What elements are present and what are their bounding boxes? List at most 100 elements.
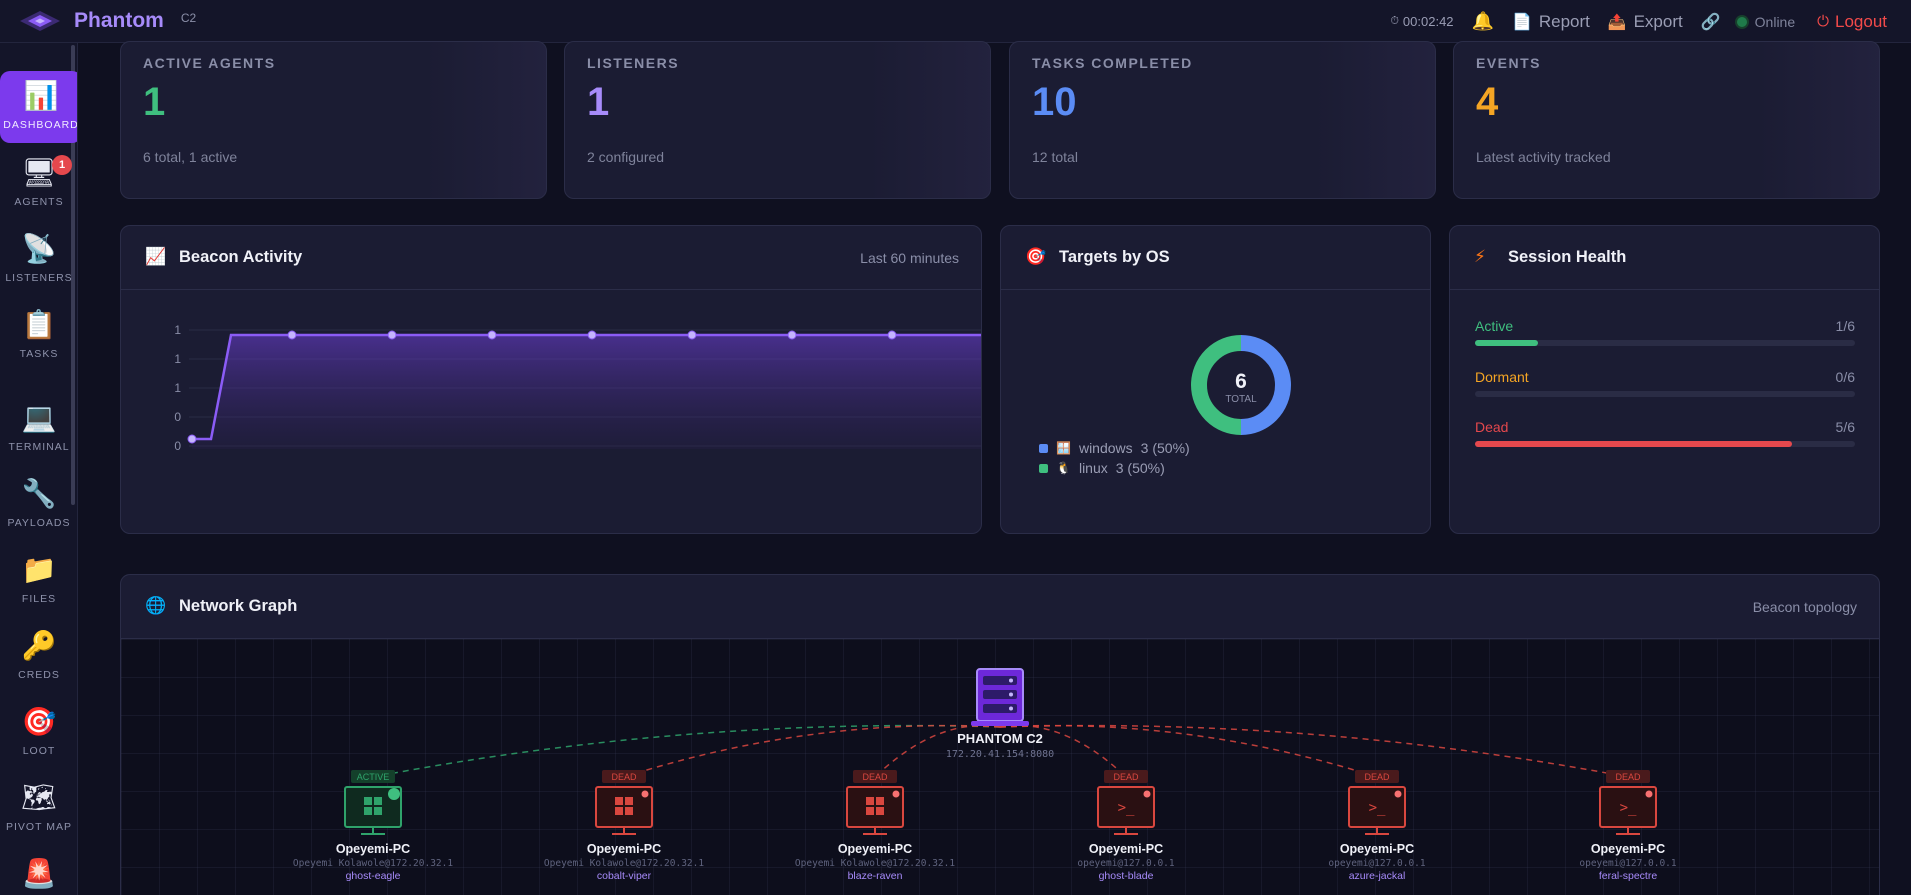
brand[interactable]: Phantom C2: [18, 8, 196, 34]
globe-icon: 🌐: [145, 596, 167, 615]
clipboard-icon: 📋: [21, 309, 57, 340]
panel-title: Beacon Activity: [179, 248, 303, 266]
sidebar-item-creds[interactable]: 🔑 CREDS: [18, 630, 60, 681]
sidebar-item-alerts[interactable]: 🚨: [0, 849, 77, 895]
status-tag-bg: [1355, 770, 1399, 783]
windows-logo-icon: [615, 797, 623, 805]
windows-logo-icon: [625, 797, 633, 805]
agent-status-tag: DEAD: [1364, 772, 1390, 782]
chart-icon: 📊: [23, 80, 59, 111]
y-tick-label: 1: [174, 352, 181, 366]
monitor-icon: 🖥: [21, 157, 57, 188]
agent-status-dot: [641, 790, 649, 798]
windows-logo-icon: [625, 807, 633, 815]
stat-subtext: 2 configured: [587, 149, 665, 165]
os-slice-windows[interactable]: [1240, 335, 1291, 435]
status-tag-bg: [351, 770, 395, 783]
terminal-prompt-icon: >_: [1118, 800, 1135, 816]
beacon-link: [623, 724, 1001, 778]
agent-status-tag: DEAD: [1113, 772, 1139, 782]
beacon-data-point[interactable]: [687, 330, 697, 340]
sidebar-item-agents[interactable]: 🖥 AGENTS 1: [0, 148, 77, 220]
panel-title: Session Health: [1508, 248, 1627, 266]
beacon-data-point[interactable]: [487, 330, 497, 340]
health-label: Active: [1475, 318, 1514, 334]
power-icon: ⏻: [1817, 13, 1829, 30]
legend-value: 3 (50%): [1115, 460, 1165, 476]
agent-hostname: Opeyemi-PC: [838, 842, 912, 856]
sidebar-scrollbar[interactable]: [71, 45, 75, 505]
sidebar-item-listeners[interactable]: 📡 LISTENERS: [5, 233, 73, 284]
topology-label: Beacon topology: [1752, 599, 1857, 615]
agent-status-dot: [388, 788, 400, 800]
y-tick-label: 0: [174, 439, 181, 453]
windows-logo-icon: [876, 797, 884, 805]
agent-node[interactable]: ACTIVE Opeyemi-PC Opeyemi Kolawole@172.20.…: [293, 770, 453, 882]
sidebar-item-loot[interactable]: 🎯 LOOT: [21, 706, 57, 757]
panel-header: 🌐 Network Graph Beacon topology: [121, 575, 1879, 639]
lightning-icon: ⚡: [1474, 247, 1486, 266]
panel-header: 📈 Beacon Activity Last 60 minutes: [121, 226, 981, 290]
windows-logo-icon: [364, 807, 372, 815]
export-button[interactable]: 📤 Export: [1607, 11, 1683, 31]
agent-node[interactable]: DEAD Opeyemi-PC Opeyemi Kolawole@172.20.32…: [544, 770, 704, 882]
sidebar-item-terminal[interactable]: 💻 TERMINAL: [8, 402, 70, 453]
beacon-area-fill: [192, 335, 981, 449]
link-icon[interactable]: 🔗: [1700, 13, 1721, 31]
folder-icon: 📁: [21, 554, 57, 585]
os-slice-linux[interactable]: [1191, 335, 1242, 435]
agent-user: opeyemi@127.0.0.1: [1579, 858, 1677, 869]
agent-node[interactable]: DEAD >_ Opeyemi-PC opeyemi@127.0.0.1feral-s…: [1579, 770, 1677, 882]
sidebar-item-files[interactable]: 📁 FILES: [21, 554, 57, 605]
beacon-data-point[interactable]: [787, 330, 797, 340]
stat-subtext: Latest activity tracked: [1476, 149, 1611, 165]
agent-user: opeyemi@127.0.0.1: [1077, 858, 1175, 869]
export-icon: 📤: [1607, 13, 1627, 31]
sidebar-item-payloads[interactable]: 🔧 PAYLOADS: [7, 478, 71, 529]
agent-status-tag: DEAD: [611, 772, 637, 782]
top-bar: Phantom C2 ⏱ 00:02:42 🔔 📄 Report 📤 Expor…: [0, 0, 1911, 43]
penguin-icon: 🐧: [1056, 461, 1071, 475]
agent-status-dot: [1143, 790, 1151, 798]
agent-node[interactable]: DEAD Opeyemi-PC Opeyemi Kolawole@172.20.32…: [795, 770, 955, 882]
windows-logo-icon: [374, 807, 382, 815]
panel-title: Targets by OS: [1059, 248, 1170, 266]
sidebar-item-dashboard[interactable]: 📊 DASHBOARD: [0, 71, 77, 143]
wrench-icon: 🔧: [21, 478, 57, 509]
sidebar-item-pivot-map[interactable]: 🗺 PIVOT MAP: [6, 782, 72, 833]
beacon-data-point[interactable]: [587, 330, 597, 340]
agent-hostname: Opeyemi-PC: [1089, 842, 1163, 856]
beacon-data-point[interactable]: [887, 330, 897, 340]
target-icon: 🎯: [1025, 247, 1047, 266]
panel-title: Network Graph: [179, 597, 298, 615]
stat-label: EVENTS: [1476, 55, 1542, 71]
beacon-data-point[interactable]: [387, 330, 397, 340]
legend-swatch: [1039, 443, 1048, 453]
beacon-data-point[interactable]: [187, 434, 197, 444]
sidebar-item-tasks[interactable]: 📋 TASKS: [19, 309, 59, 360]
stat-value: 4: [1476, 80, 1499, 124]
beacon-data-point[interactable]: [287, 330, 297, 340]
c2-server-address: 172.20.41.154:8080: [946, 749, 1054, 760]
agent-alias: azure-jackal: [1349, 870, 1406, 882]
agent-hostname: Opeyemi-PC: [1340, 842, 1414, 856]
legend-item-linux: 🐧 linux 3 (50%): [1039, 460, 1165, 476]
session-timer: ⏱ 00:02:42: [1390, 14, 1454, 29]
stat-value: 1: [143, 80, 166, 124]
health-progress-fill: [1475, 441, 1792, 447]
health-progress-track: [1475, 441, 1855, 447]
agent-node[interactable]: DEAD >_ Opeyemi-PC opeyemi@127.0.0.1ghost-b…: [1077, 770, 1175, 882]
beacon-link: [999, 724, 1378, 778]
stat-value: 10: [1032, 80, 1077, 124]
notifications-bell-icon[interactable]: 🔔: [1471, 11, 1494, 31]
laptop-icon: 💻: [21, 402, 57, 433]
report-button[interactable]: 📄 Report: [1511, 11, 1590, 31]
panel-header: 🎯 Targets by OS: [1001, 226, 1430, 290]
terminal-prompt-icon: >_: [1369, 800, 1386, 816]
stat-subtext: 6 total, 1 active: [143, 149, 238, 165]
y-tick-label: 1: [174, 381, 181, 395]
c2-server-node[interactable]: [971, 668, 1029, 726]
logout-button[interactable]: ⏻ Logout: [1817, 11, 1887, 31]
time-range-label: Last 60 minutes: [860, 250, 959, 266]
agent-node[interactable]: DEAD >_ Opeyemi-PC opeyemi@127.0.0.1azure-j…: [1328, 770, 1426, 882]
